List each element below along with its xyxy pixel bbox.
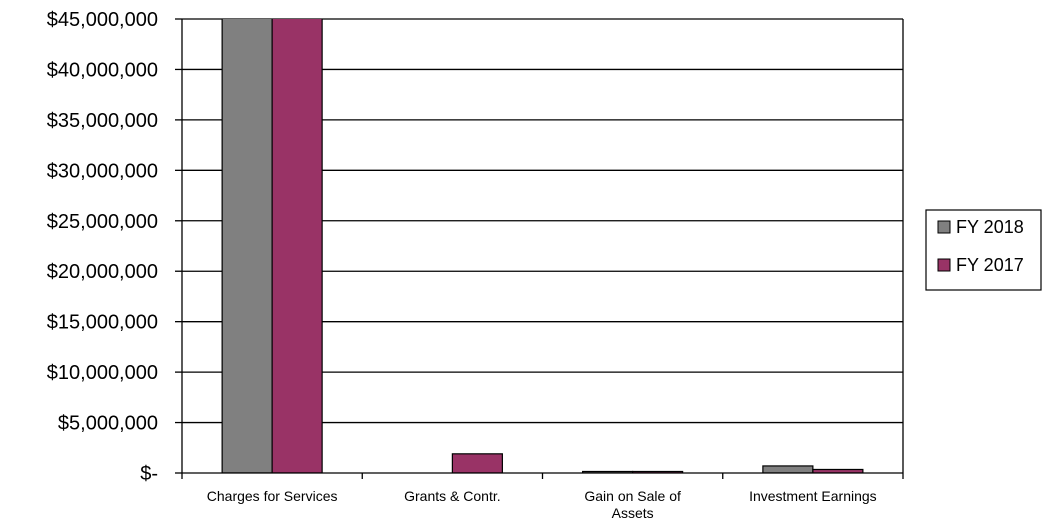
- x-category-label: Gain on Sale of: [584, 488, 681, 504]
- axes: [175, 18, 904, 479]
- y-tick-label: $20,000,000: [47, 261, 158, 283]
- bar-fy-2017-3: [812, 468, 864, 473]
- x-category-label: Investment Earnings: [749, 488, 877, 504]
- x-category-label: Grants & Contr.: [404, 488, 500, 504]
- legend: FY 2018 FY 2017: [925, 209, 1042, 291]
- y-tick-label: $15,000,000: [47, 312, 158, 334]
- y-tick-label: $35,000,000: [47, 110, 158, 132]
- bar-fy-2018-0: [221, 19, 273, 473]
- x-axis-labels: Charges for Services Grants & Contr. Gain …: [207, 488, 877, 521]
- y-tick-label: $5,000,000: [58, 413, 158, 435]
- x-category-label: Charges for Services: [207, 488, 338, 504]
- bar-fy-2017-1: [451, 453, 503, 473]
- bars: [221, 19, 864, 473]
- y-tick-label: $10,000,000: [47, 362, 158, 384]
- legend-label: FY 2018: [956, 217, 1024, 237]
- y-tick-label: $45,000,000: [47, 9, 158, 31]
- y-tick-label: $-: [140, 463, 158, 485]
- y-tick-label: $40,000,000: [47, 59, 158, 81]
- legend-label: FY 2017: [956, 255, 1024, 275]
- y-tick-label: $30,000,000: [47, 160, 158, 182]
- x-category-label: Assets: [612, 505, 654, 521]
- legend-swatch: [937, 258, 951, 272]
- y-axis-labels: $- $5,000,000 $10,000,000 $15,000,000 $20,00…: [47, 9, 158, 485]
- y-tick-label: $25,000,000: [47, 211, 158, 233]
- legend-swatch: [937, 220, 951, 234]
- bar-fy-2018-3: [762, 465, 814, 473]
- bar-fy-2017-0: [271, 19, 323, 473]
